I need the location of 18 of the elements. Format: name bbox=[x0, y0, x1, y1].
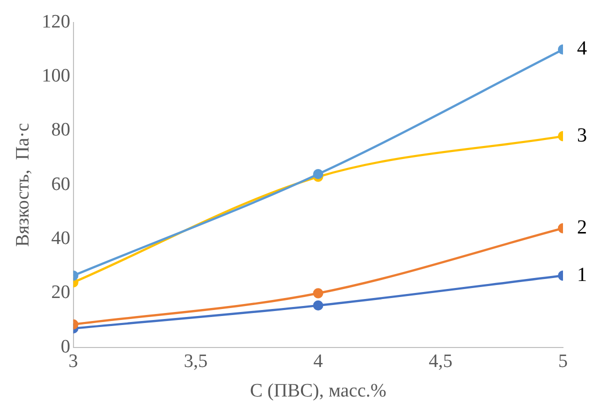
series-label: 3 bbox=[577, 124, 587, 146]
series-label: 1 bbox=[577, 264, 587, 286]
x-tick-label: 3 bbox=[68, 350, 78, 372]
y-tick-label: 60 bbox=[51, 174, 70, 195]
y-tick-label: 0 bbox=[60, 336, 70, 358]
x-tick-label: 5 bbox=[558, 350, 568, 372]
x-axis-title: С (ПВС), масс.% bbox=[250, 380, 387, 402]
x-tick-label: 4,5 bbox=[428, 350, 452, 372]
x-tick-label: 4 bbox=[313, 350, 324, 372]
y-tick-label: 120 bbox=[42, 11, 70, 32]
series-label: 2 bbox=[577, 216, 587, 238]
y-tick-label: 100 bbox=[42, 66, 70, 87]
y-tick-label: 40 bbox=[51, 228, 70, 250]
y-axis-title: Вязкость, Па·с bbox=[12, 123, 34, 247]
series-label: 4 bbox=[577, 38, 587, 60]
y-tick-label: 80 bbox=[51, 120, 70, 141]
y-tick-label: 20 bbox=[51, 282, 70, 304]
x-tick-label: 3,5 bbox=[184, 350, 208, 372]
